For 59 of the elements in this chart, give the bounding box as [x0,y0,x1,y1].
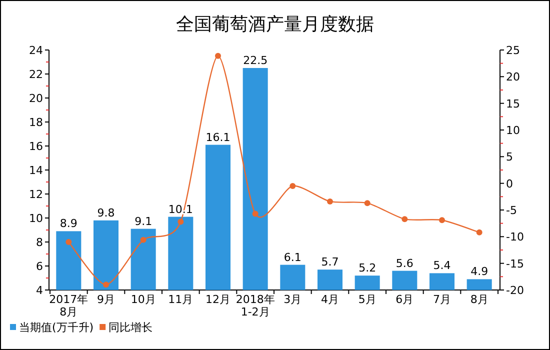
y2-tick-label: 10 [506,124,520,137]
point [66,239,72,245]
x-tick-label: 7月 [433,293,451,306]
y2-tick-label: 25 [506,44,520,57]
y-tick-label: 6 [36,260,43,273]
x-tick-label: 8月 [470,293,488,306]
x-tick-label: 3月 [284,293,302,306]
y2-tick-label: 15 [506,97,520,110]
y-tick-label: 12 [29,188,43,201]
value-label: 22.5 [243,54,268,67]
x-tick-label: 10月 [130,293,156,306]
y-tick-label: 18 [29,116,43,129]
y-tick-label: 22 [29,68,43,81]
y2-tick-label: -5 [506,204,517,217]
title: 全国葡萄酒产量月度数据 [176,14,374,35]
value-label: 16.1 [206,130,230,144]
point [103,282,109,288]
point [364,200,370,206]
value-label: 9.1 [134,214,152,228]
y-tick-label: 20 [29,92,43,105]
x-tick-label: 9月 [97,293,115,306]
y-tick-label: 8 [36,236,43,249]
x-tick-label: 11月 [168,293,194,306]
x-tick-label: 2017年 8月 [49,293,88,319]
y2-tick-label: 5 [506,150,513,164]
x-tick-label: 12月 [206,293,230,306]
value-label: 5.7 [321,256,339,269]
x-tick-label: 2018年 1-2月 [236,293,275,319]
value-label: 5.6 [396,256,414,270]
legend-label: 同比增长 [108,321,153,334]
value-label: 6.1 [284,250,302,264]
point [402,216,408,222]
x-tick-label: 5月 [358,293,376,306]
y-tick-label: 4 [36,284,43,297]
y-tick-label: 16 [29,140,43,153]
point [140,236,146,243]
y-tick-label: 14 [29,164,43,177]
point [290,183,296,189]
y2-tick-label: -20 [506,284,524,297]
value-label: 5.4 [433,259,451,272]
y-tick-label: 24 [29,44,43,57]
y-tick-label: 10 [29,212,43,225]
y2-tick-label: -10 [506,230,524,244]
legend-label: 当期值(万千升) [19,321,94,334]
point [252,210,258,217]
y2-tick-label: -15 [506,257,524,270]
point [439,217,445,224]
point [215,52,221,59]
y2-tick-label: 0 [506,177,513,190]
x-tick-label: 4月 [321,293,339,306]
value-label: 5.2 [358,262,376,275]
value-label: 4.9 [470,265,488,278]
x-tick-label: 6月 [396,293,414,306]
y2-tick-label: 20 [506,70,520,84]
value-label: 9.8 [97,206,115,220]
value-label: 8.9 [60,217,78,230]
point [327,198,333,204]
point [178,218,184,225]
point [476,229,482,236]
